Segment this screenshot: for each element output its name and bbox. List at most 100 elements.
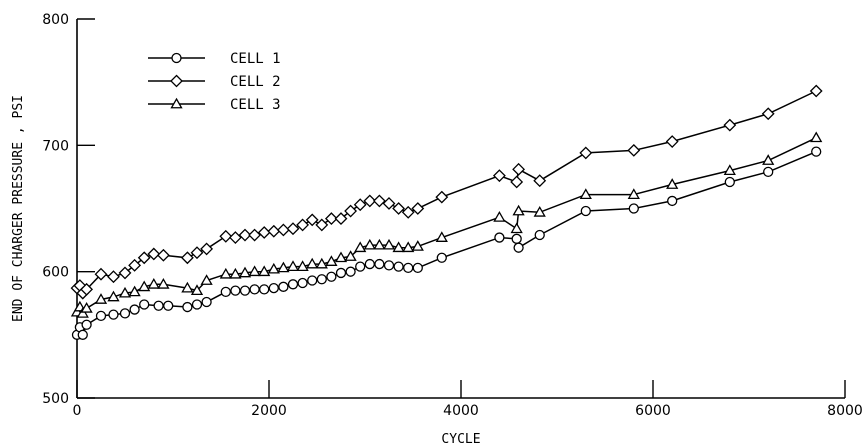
data-point-triangle xyxy=(296,260,309,272)
data-point-diamond xyxy=(180,251,194,265)
data-point-circle xyxy=(534,229,545,241)
data-point-triangle xyxy=(533,205,546,217)
data-point-triangle xyxy=(402,241,415,253)
data-point-diamond xyxy=(579,146,593,160)
data-point-circle xyxy=(278,281,289,292)
data-point-triangle xyxy=(118,286,132,298)
data-point-triangle xyxy=(306,257,319,269)
data-point-diamond xyxy=(276,223,290,237)
data-point-triangle xyxy=(627,188,640,200)
series-2 xyxy=(70,84,823,300)
legend-marker-circle xyxy=(171,52,182,64)
data-point-triangle xyxy=(334,251,348,263)
data-point-triangle xyxy=(138,280,151,292)
data-point-triangle xyxy=(286,260,300,272)
data-point-circle xyxy=(393,261,404,272)
data-point-triangle xyxy=(373,238,386,250)
data-point-circle xyxy=(513,242,524,253)
data-point-circle xyxy=(230,285,241,296)
data-point-triangle xyxy=(315,257,328,269)
data-point-circle xyxy=(511,233,522,244)
data-point-triangle xyxy=(392,241,405,253)
data-point-triangle xyxy=(723,164,736,176)
data-point-diamond xyxy=(723,118,737,132)
data-point-diamond xyxy=(305,213,319,227)
data-point-triangle xyxy=(80,301,93,313)
data-point-triangle xyxy=(493,211,506,222)
data-point-circle xyxy=(811,146,822,157)
legend-label: CELL 1 xyxy=(230,51,281,67)
data-point-diamond xyxy=(94,267,108,281)
data-point-circle xyxy=(307,275,318,286)
data-point-circle xyxy=(628,203,639,214)
data-point-circle xyxy=(201,296,212,308)
data-point-diamond xyxy=(324,212,338,226)
data-point-diamond xyxy=(411,202,425,215)
data-point-diamond xyxy=(809,84,823,98)
data-point-triangle xyxy=(147,277,160,289)
data-point-triangle xyxy=(229,267,242,279)
data-point-diamond xyxy=(228,231,242,244)
data-point-diamond xyxy=(435,190,449,204)
y-axis-label: END OF CHARGER PRESSURE , PSI xyxy=(11,95,26,322)
x-tick-label: 6000 xyxy=(635,403,671,419)
series-1 xyxy=(71,146,822,340)
data-point-diamond xyxy=(372,194,386,208)
data-point-circle xyxy=(95,310,107,322)
legend-label: CELL 3 xyxy=(230,97,281,113)
data-point-circle xyxy=(412,262,423,274)
data-point-diamond xyxy=(137,251,151,265)
legend-item-1: CELL 1 xyxy=(148,51,281,67)
data-point-diamond xyxy=(315,218,329,232)
data-point-triangle xyxy=(512,204,525,216)
data-point-circle xyxy=(287,279,299,290)
data-point-triangle xyxy=(248,265,261,277)
data-point-circle xyxy=(119,308,131,319)
series-3 xyxy=(70,131,823,318)
series-line-2 xyxy=(76,90,817,295)
data-point-triangle xyxy=(382,238,396,250)
data-point-triangle xyxy=(190,284,204,296)
data-point-circle xyxy=(494,232,505,243)
data-point-triangle xyxy=(258,265,271,277)
legend-item-3: CELL 3 xyxy=(148,97,281,113)
data-point-triangle xyxy=(510,222,523,234)
data-point-diamond xyxy=(392,202,406,215)
data-point-circle xyxy=(297,277,308,289)
data-point-diamond xyxy=(267,224,281,238)
series-layer xyxy=(70,84,823,340)
data-point-circle xyxy=(403,262,414,274)
data-point-triangle xyxy=(363,238,376,250)
data-point-triangle xyxy=(76,307,89,318)
data-point-triangle xyxy=(344,250,357,261)
data-point-diamond xyxy=(510,175,524,189)
x-tick-label: 2000 xyxy=(251,403,287,419)
data-point-circle xyxy=(326,271,337,282)
data-point-diamond xyxy=(627,143,641,157)
data-point-diamond xyxy=(128,258,142,272)
data-point-circle xyxy=(580,205,591,217)
data-point-circle xyxy=(316,274,327,285)
data-point-triangle xyxy=(94,293,108,304)
data-point-circle xyxy=(182,301,193,313)
data-point-circle xyxy=(268,282,279,294)
data-point-triangle xyxy=(267,262,280,274)
data-point-triangle xyxy=(762,154,775,165)
data-point-triangle xyxy=(128,285,141,297)
x-tick-label: 8000 xyxy=(827,403,863,419)
data-point-triangle xyxy=(435,231,448,242)
data-point-triangle xyxy=(200,274,213,285)
data-point-triangle xyxy=(666,178,679,189)
data-point-diamond xyxy=(334,212,348,226)
data-point-diamond xyxy=(238,228,252,242)
data-point-triangle xyxy=(579,188,592,200)
data-point-diamond xyxy=(761,107,775,121)
data-point-diamond xyxy=(492,169,506,183)
data-point-circle xyxy=(81,319,92,330)
y-tick-label: 500 xyxy=(42,391,69,407)
data-point-triangle xyxy=(325,255,338,266)
data-point-circle xyxy=(364,258,375,270)
data-point-triangle xyxy=(157,277,170,289)
